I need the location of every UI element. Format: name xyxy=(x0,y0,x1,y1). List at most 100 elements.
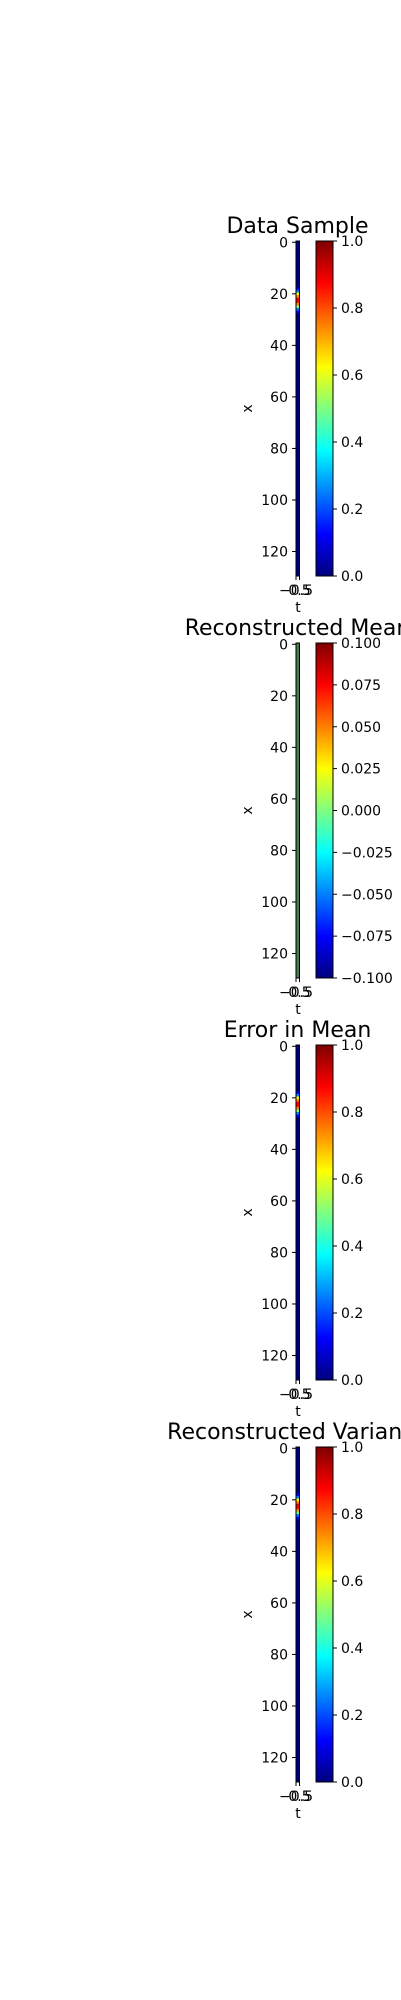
heatmap-cell xyxy=(296,740,300,744)
y-tick-label: 100 xyxy=(261,895,288,911)
y-tick-label: 80 xyxy=(270,441,288,457)
heatmap-cell xyxy=(296,1354,300,1358)
heatmap-cell xyxy=(296,490,300,494)
heatmap-cell xyxy=(296,496,300,499)
heatmap-cell xyxy=(296,1114,300,1118)
heatmap-cell xyxy=(296,1269,300,1273)
y-tick-label: 0 xyxy=(279,1441,288,1457)
heatmap-cell xyxy=(296,1470,300,1474)
colorbar-tick-label: −0.050 xyxy=(341,887,393,903)
heatmap-cell xyxy=(296,936,300,940)
heatmap-cell xyxy=(296,555,300,559)
heatmap-cell xyxy=(296,356,300,360)
axes-frame xyxy=(295,642,300,979)
heatmap-cell xyxy=(296,509,300,512)
heatmap-cell xyxy=(296,1738,300,1742)
colorbar-tick-label: 0.0 xyxy=(341,1373,363,1389)
heatmap-cell xyxy=(296,488,300,492)
x-tick-label: −0.5 xyxy=(279,583,313,599)
heatmap-cell xyxy=(296,264,300,268)
heatmap-cell xyxy=(296,568,300,572)
heatmap-cell xyxy=(296,784,300,788)
y-tick-label: 20 xyxy=(270,1091,288,1107)
heatmap-cell xyxy=(296,1622,300,1626)
heatmap-cell xyxy=(296,310,300,314)
heatmap-cell xyxy=(296,1274,300,1278)
heatmap-cell xyxy=(296,650,300,654)
heatmap-cell xyxy=(296,436,300,440)
heatmap-cell xyxy=(296,243,300,247)
heatmap-cell xyxy=(296,1222,300,1226)
heatmap-cell xyxy=(296,297,300,301)
heatmap-cell xyxy=(296,1320,300,1324)
heatmap-cell xyxy=(296,1748,300,1752)
heatmap-cell xyxy=(296,326,300,329)
heatmap-cell xyxy=(296,1091,300,1095)
heatmap-cell xyxy=(296,1699,300,1703)
heatmap-cell xyxy=(296,851,300,855)
heatmap-cell xyxy=(296,1645,300,1649)
heatmap-cell xyxy=(296,1550,300,1553)
heatmap-cell xyxy=(296,1158,300,1162)
heatmap-cell xyxy=(296,1253,300,1257)
heatmap-cell xyxy=(296,462,300,466)
heatmap-cell xyxy=(296,302,300,306)
heatmap-cell xyxy=(296,460,300,463)
heatmap-cell xyxy=(296,1212,300,1216)
heatmap-cell xyxy=(296,287,300,291)
heatmap-cell xyxy=(296,1117,300,1121)
heatmap-cell xyxy=(296,1514,300,1517)
heatmap-cell xyxy=(296,1557,300,1561)
heatmap-cell xyxy=(296,529,300,533)
heatmap-cell xyxy=(296,1593,300,1597)
heatmap-cell xyxy=(296,454,300,458)
y-tick-label: 60 xyxy=(270,1596,288,1612)
heatmap-cell xyxy=(296,1542,300,1546)
heatmap-cell xyxy=(296,547,300,551)
heatmap-cell xyxy=(296,1052,300,1056)
colorbar-tick-label: 1.0 xyxy=(341,1038,363,1054)
heatmap-cell xyxy=(296,728,300,731)
heatmap-cell xyxy=(296,733,300,737)
heatmap-cell xyxy=(296,717,300,721)
heatmap-cell xyxy=(296,1640,300,1644)
heatmap-cell xyxy=(296,1637,300,1641)
heatmap-cell xyxy=(296,313,300,317)
axes-frame xyxy=(295,240,300,577)
heatmap-cell xyxy=(296,1372,300,1376)
heatmap-cell xyxy=(296,1369,300,1373)
heatmap-cell xyxy=(296,1227,300,1231)
heatmap-cell xyxy=(296,777,300,780)
heatmap-cell xyxy=(296,1684,300,1687)
heatmap-cell xyxy=(296,885,300,889)
heatmap-cell xyxy=(296,1305,300,1309)
colorbar-tick-label: 0.4 xyxy=(341,1239,363,1255)
heatmap-cell xyxy=(296,1756,300,1760)
heatmap-cell xyxy=(296,689,300,693)
heatmap-cell xyxy=(296,251,300,255)
heatmap-cell xyxy=(296,653,300,657)
heatmap-cell xyxy=(296,1766,300,1770)
heatmap-cell xyxy=(296,916,300,920)
heatmap-cell xyxy=(296,295,300,298)
heatmap-cell xyxy=(296,725,300,729)
heatmap-cell xyxy=(296,1374,300,1378)
heatmap-cell xyxy=(296,1328,300,1332)
heatmap-cell xyxy=(296,338,300,342)
heatmap-cells xyxy=(296,241,300,577)
heatmap-cell xyxy=(296,890,300,894)
colorbar-tick-label: 0.100 xyxy=(341,636,381,652)
heatmap-cell xyxy=(296,1181,300,1185)
heatmap-cell xyxy=(296,341,300,345)
heatmap-cell xyxy=(296,941,300,945)
heatmap-cell xyxy=(296,385,300,389)
heatmap-cell xyxy=(296,676,300,680)
heatmap-cell xyxy=(296,408,300,412)
heatmap-cell xyxy=(296,1168,300,1172)
heatmap-cell xyxy=(296,1588,300,1592)
heatmap-cell xyxy=(296,1367,300,1370)
y-tick-label: 100 xyxy=(261,1699,288,1715)
heatmap-cell xyxy=(296,1078,300,1082)
heatmap-cell xyxy=(296,748,300,752)
